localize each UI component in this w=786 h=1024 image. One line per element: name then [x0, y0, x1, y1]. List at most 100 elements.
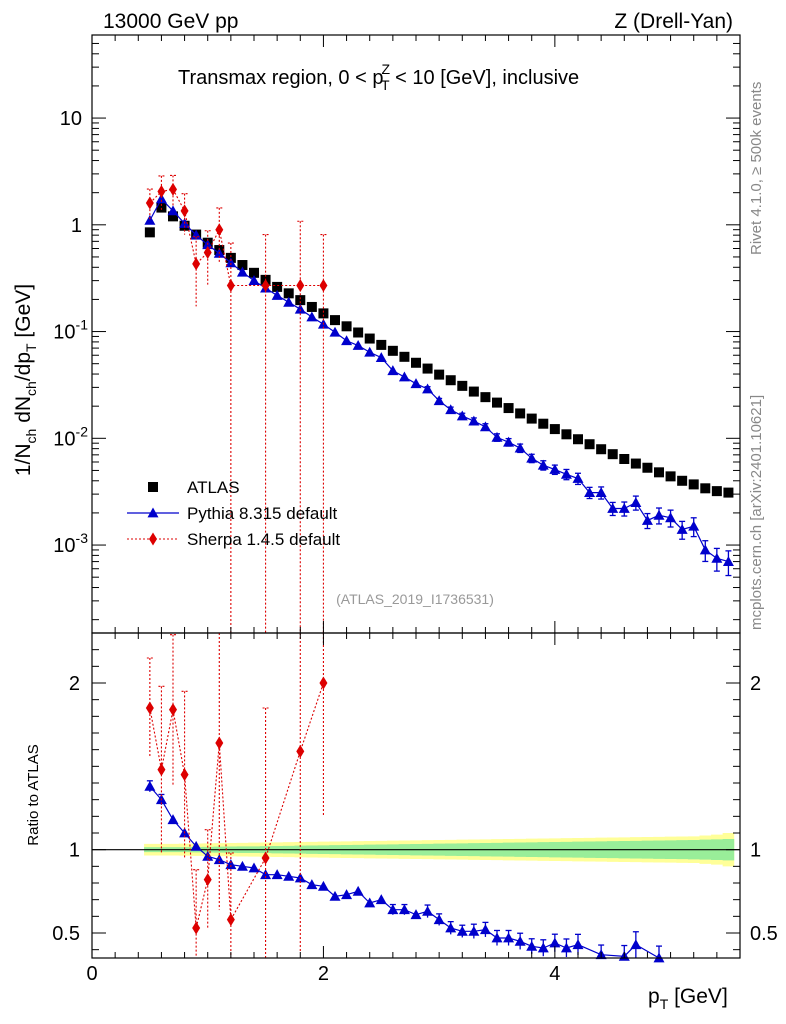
atlas-data-point	[642, 462, 653, 473]
pythia-data-point	[607, 502, 619, 513]
pythia-ratio-point	[213, 854, 225, 865]
atlas-data-point	[468, 386, 479, 397]
pythia-ratio-point	[225, 859, 237, 870]
pythia-data-point	[537, 459, 549, 470]
sherpa-data-point	[296, 279, 305, 293]
pythia-data-point	[526, 452, 538, 463]
atlas-data-point	[607, 449, 618, 460]
pythia-ratio-point	[491, 932, 503, 943]
pythia-data-point	[225, 257, 237, 268]
sherpa-data-point	[261, 279, 270, 293]
atlas-data-point	[561, 429, 572, 440]
sherpa-data-point	[192, 257, 201, 271]
atlas-data-point	[168, 211, 178, 222]
svg-text:1/Nch dNch/dpT [GeV]: 1/Nch dNch/dpT [GeV]	[12, 284, 39, 476]
pythia-ratio-point	[572, 939, 584, 950]
atlas-data-point	[411, 357, 421, 368]
atlas-data-point	[330, 315, 340, 326]
sherpa-ratio-point	[296, 744, 305, 758]
y-axis-label-ratio: Ratio to ATLAS	[25, 744, 42, 845]
sherpa-data-point	[157, 185, 166, 199]
pythia-data-point	[572, 473, 584, 483]
pythia-ratio-point	[260, 869, 272, 880]
atlas-data-point	[434, 369, 445, 380]
sherpa-ratio-point	[157, 763, 166, 777]
pythia-ratio-point	[236, 860, 248, 871]
y-tick-label-main: 10-2	[53, 423, 88, 450]
sherpa-data-point	[319, 279, 328, 293]
legend-marker-pythia	[147, 507, 159, 518]
mcplots-reference-label: mcplots.cern.ch [arXiv:2401.10621]	[748, 395, 765, 630]
legend-label: Sherpa 1.4.5 default	[187, 530, 340, 549]
pythia-data-point	[503, 436, 515, 447]
atlas-data-point	[584, 439, 595, 450]
plot-title: Transmax region, 0 < pZ T < 10 [GeV], inc…	[178, 61, 579, 93]
atlas-data-point	[688, 479, 699, 490]
pythia-ratio-point	[144, 780, 156, 791]
atlas-data-point	[295, 295, 306, 306]
pythia-data-point	[711, 552, 723, 563]
pythia-ratio-point	[341, 889, 353, 900]
main-plot-content	[144, 174, 734, 633]
pythia-data-point	[375, 352, 387, 363]
pythia-ratio-point	[306, 879, 318, 890]
atlas-data-point	[341, 321, 352, 332]
y-tick-label-main: 10-3	[53, 530, 88, 557]
atlas-data-point	[353, 327, 364, 338]
atlas-data-point	[677, 475, 688, 486]
pythia-data-point	[595, 487, 607, 497]
pythia-data-point	[155, 193, 167, 204]
pythia-data-point	[433, 395, 445, 406]
atlas-data-point	[249, 267, 259, 278]
collision-label: 13000 GeV pp	[103, 10, 238, 33]
legend-marker-sherpa	[149, 532, 157, 546]
pythia-ratio-line	[149, 785, 660, 959]
pythia-ratio-point	[202, 850, 214, 861]
atlas-data-point	[364, 333, 375, 344]
y-axis-label-main: 1/Nch dNch/dpT [GeV]	[12, 284, 39, 476]
sherpa-data-point	[180, 204, 189, 218]
pythia-ratio-point	[503, 932, 515, 943]
pythia-data-point	[236, 266, 248, 277]
sherpa-ratio-line	[149, 682, 324, 929]
pythia-ratio-point	[398, 904, 410, 915]
pythia-data-point	[468, 415, 480, 426]
sherpa-data-point	[169, 182, 177, 196]
atlas-data-point	[387, 345, 398, 356]
ratio-plot: 0 2 4 0.5 0.5 1 1 2 2	[52, 632, 778, 985]
pythia-ratio-point	[549, 937, 561, 948]
pythia-data-point	[456, 410, 468, 421]
sherpa-ratio-point	[145, 701, 154, 715]
atlas-data-point	[144, 227, 155, 238]
pythia-ratio-point	[329, 890, 341, 901]
pythia-ratio-point	[514, 935, 526, 946]
pythia-data-point	[618, 502, 630, 513]
y-tick-label-ratio-right: 0.5	[750, 923, 778, 945]
pythia-ratio-point	[248, 862, 260, 873]
atlas-data-point	[549, 424, 560, 435]
atlas-data-point	[619, 453, 630, 464]
y-tick-label-main: 10	[60, 108, 82, 130]
pythia-ratio-point	[456, 925, 468, 936]
sherpa-data-point	[203, 246, 212, 260]
pythia-data-point	[306, 311, 318, 322]
pythia-data-point	[514, 442, 526, 453]
pythia-data-point	[479, 421, 491, 432]
atlas-data-point	[503, 403, 514, 414]
atlas-data-point	[492, 397, 502, 408]
atlas-data-point	[399, 351, 410, 362]
sherpa-data-point	[226, 279, 235, 293]
pythia-ratio-point	[352, 885, 364, 896]
atlas-data-point	[665, 471, 676, 482]
pythia-data-point	[584, 487, 596, 497]
atlas-data-point	[318, 308, 329, 319]
atlas-data-point	[422, 363, 433, 374]
pythia-ratio-point	[526, 940, 538, 951]
pythia-data-point	[387, 365, 399, 376]
pythia-ratio-point	[190, 840, 202, 851]
pythia-ratio-point	[445, 922, 457, 933]
pythia-ratio-point	[167, 814, 179, 825]
atlas-data-point	[272, 281, 283, 292]
pythia-ratio-point	[537, 942, 549, 953]
pythia-data-point	[144, 214, 156, 225]
